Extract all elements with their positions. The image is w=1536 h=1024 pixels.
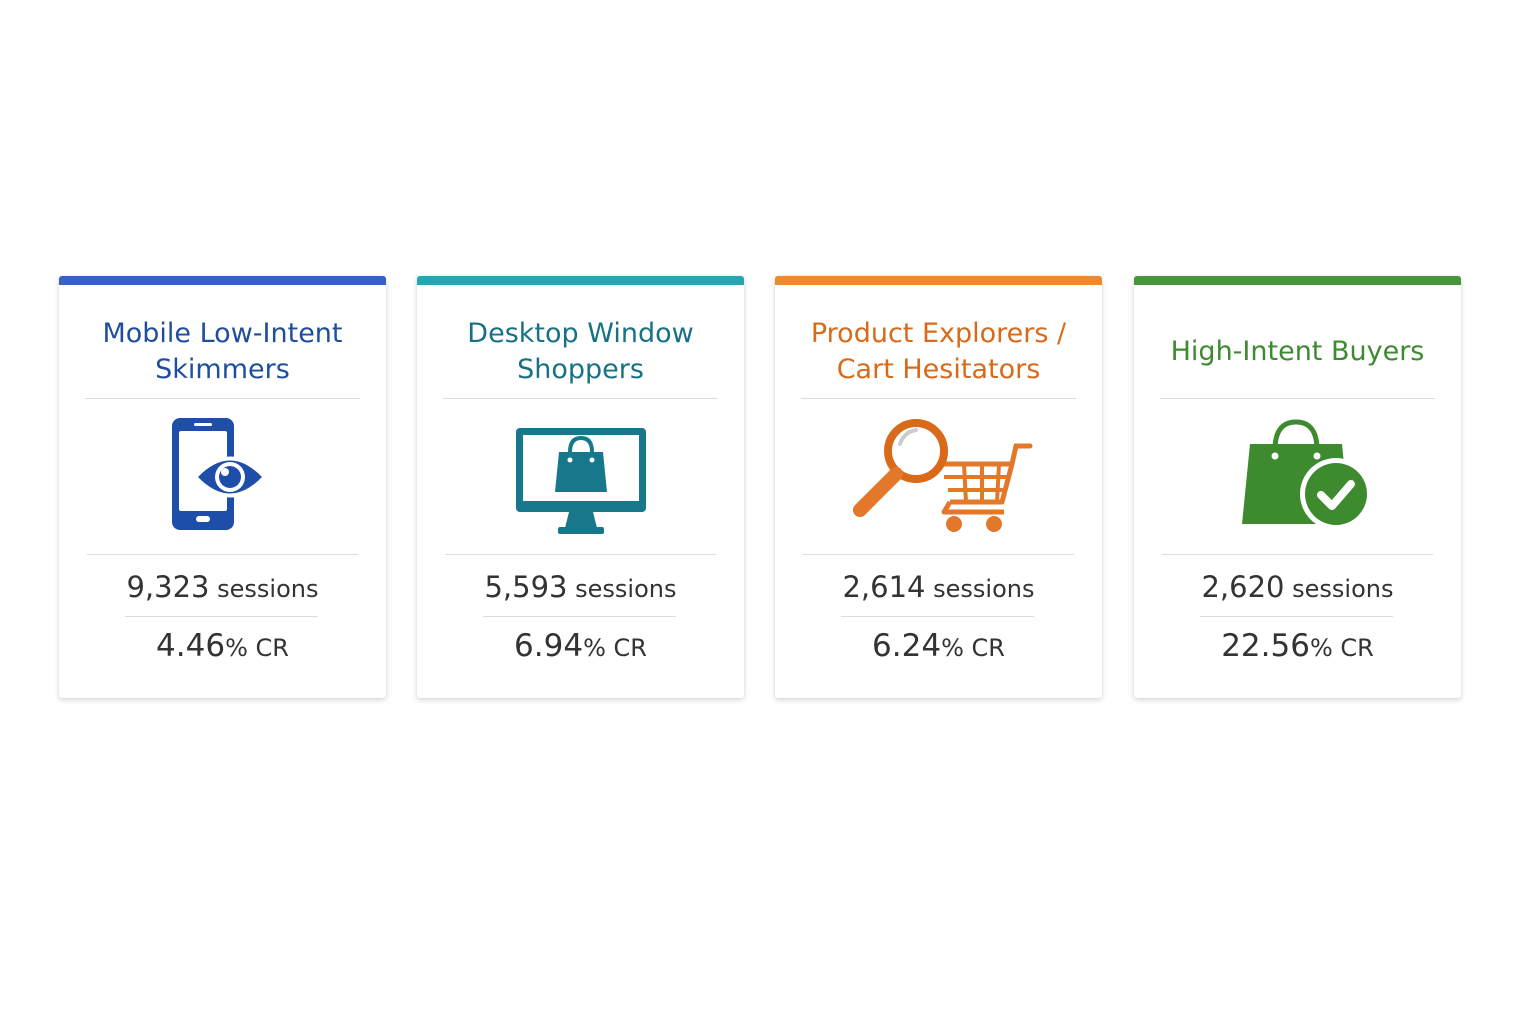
cr-value: 6.94	[514, 628, 584, 664]
segment-card-mobile-low-intent: Mobile Low-Intent Skimmers 9,323 session…	[59, 276, 386, 698]
sessions-count: 2,614 sessions	[775, 570, 1102, 604]
desktop-shopping-bag-icon	[417, 414, 744, 540]
divider	[803, 554, 1074, 555]
segment-card-desktop-window-shoppers: Desktop Window Shoppers 5,593 sessions 6…	[417, 276, 744, 698]
magnifier-cart-icon	[775, 414, 1102, 540]
divider	[87, 554, 358, 555]
card-title-line2: Skimmers	[155, 354, 290, 385]
card-accent-bar	[417, 276, 744, 285]
sessions-unit: sessions	[1284, 575, 1394, 603]
conversion-rate: 22.56% CR	[1134, 628, 1461, 664]
divider	[801, 398, 1076, 399]
card-title-line1: Mobile Low-Intent	[102, 318, 343, 349]
sessions-unit: sessions	[209, 575, 319, 603]
divider	[841, 616, 1034, 617]
divider	[1200, 616, 1393, 617]
cr-unit: % CR	[583, 634, 647, 662]
shopping-bag-check-icon	[1134, 414, 1461, 540]
sessions-value: 9,323	[126, 570, 210, 604]
divider	[483, 616, 676, 617]
divider	[1160, 398, 1435, 399]
card-title-line2: Cart Hesitators	[836, 354, 1041, 385]
cr-value: 6.24	[872, 628, 942, 664]
card-title-line1: Desktop Window	[467, 318, 694, 349]
cr-unit: % CR	[1309, 634, 1374, 662]
sessions-count: 2,620 sessions	[1134, 570, 1461, 604]
card-accent-bar	[59, 276, 386, 285]
divider	[443, 398, 718, 399]
cr-value: 22.56	[1221, 628, 1310, 664]
sessions-count: 5,593 sessions	[417, 570, 744, 604]
sessions-value: 5,593	[484, 570, 568, 604]
divider	[1162, 554, 1433, 555]
conversion-rate: 6.24% CR	[775, 628, 1102, 664]
sessions-count: 9,323 sessions	[59, 570, 386, 604]
card-accent-bar	[1134, 276, 1461, 285]
cr-unit: % CR	[941, 634, 1005, 662]
card-accent-bar	[775, 276, 1102, 285]
card-title: High-Intent Buyers	[1144, 312, 1451, 392]
divider	[445, 554, 716, 555]
conversion-rate: 6.94% CR	[417, 628, 744, 664]
conversion-rate: 4.46% CR	[59, 628, 386, 664]
divider	[85, 398, 360, 399]
segment-card-product-explorers: Product Explorers / Cart Hesitators 2,61…	[775, 276, 1102, 698]
card-title: Desktop Window Shoppers	[427, 312, 734, 392]
card-title: Mobile Low-Intent Skimmers	[69, 312, 376, 392]
cr-value: 4.46	[156, 628, 226, 664]
mobile-eye-icon	[59, 414, 386, 540]
card-title-line2: Shoppers	[517, 354, 644, 385]
card-title: Product Explorers / Cart Hesitators	[785, 312, 1092, 392]
cr-unit: % CR	[225, 634, 289, 662]
sessions-value: 2,614	[842, 570, 926, 604]
segment-card-high-intent-buyers: High-Intent Buyers 2,620 sessions 22.56%…	[1134, 276, 1461, 698]
sessions-unit: sessions	[925, 575, 1035, 603]
sessions-unit: sessions	[567, 575, 677, 603]
divider	[125, 616, 318, 617]
sessions-value: 2,620	[1201, 570, 1285, 604]
card-title-line1: High-Intent Buyers	[1170, 336, 1425, 367]
card-title-line1: Product Explorers /	[810, 318, 1067, 349]
